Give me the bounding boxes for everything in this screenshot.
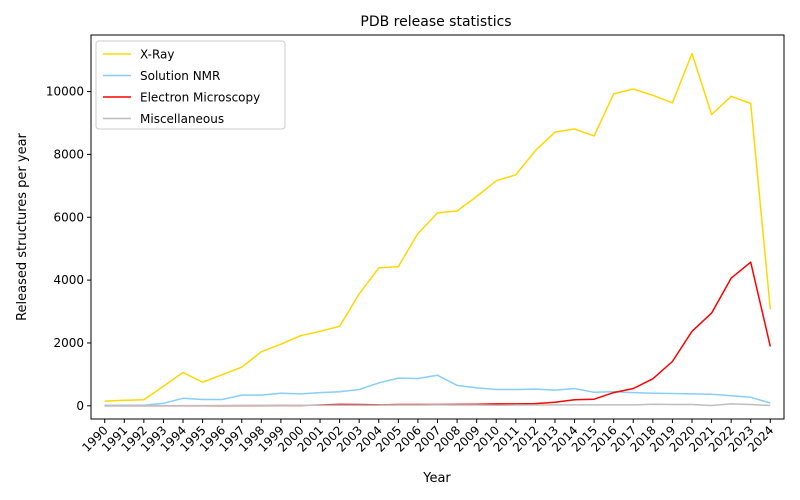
legend-box xyxy=(95,40,286,130)
legend: X-Ray Solution NMR Electron Microscopy Misc… xyxy=(95,40,286,130)
legend-label: Miscellaneous xyxy=(140,112,224,126)
series-line-solution-nmr xyxy=(104,374,771,407)
y-tick-label: 4000 xyxy=(53,273,84,287)
legend-label: Solution NMR xyxy=(140,69,220,83)
y-tick-label: 0 xyxy=(76,399,84,413)
chart-title: PDB release statistics xyxy=(360,14,511,30)
y-tick-label: 8000 xyxy=(53,147,84,161)
y-tick-label: 10000 xyxy=(46,85,84,99)
y-tick-label: 6000 xyxy=(53,210,84,224)
x-axis: 1990199119921993199419951996199719981999… xyxy=(79,419,776,455)
series-line-miscellaneous xyxy=(104,403,771,407)
series-line-electron-microscopy xyxy=(104,261,772,407)
x-axis-label: Year xyxy=(422,471,451,486)
y-axis-label: Released structures per year xyxy=(15,132,30,320)
legend-label: Electron Microscopy xyxy=(140,91,260,105)
plot-lines xyxy=(104,52,772,407)
y-axis: 0 2000 4000 6000 8000 10000 xyxy=(46,85,91,413)
series-line-x-ray xyxy=(104,52,772,402)
y-tick-label: 2000 xyxy=(53,336,84,350)
legend-label: X-Ray xyxy=(140,48,174,62)
